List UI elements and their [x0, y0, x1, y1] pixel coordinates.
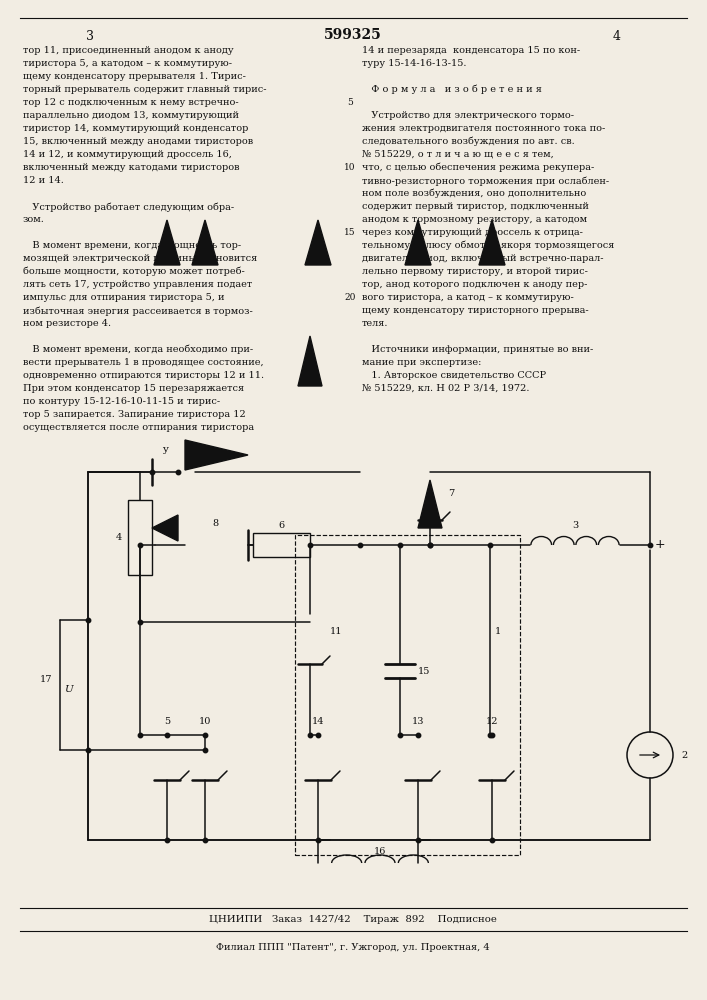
Text: избыточная энергия рассеивается в тормоз-: избыточная энергия рассеивается в тормоз…: [23, 306, 252, 316]
Text: Устройство для электрического тормо-: Устройство для электрического тормо-: [362, 111, 574, 120]
Text: что, с целью обеспечения режима рекупера-: что, с целью обеспечения режима рекупера…: [362, 163, 595, 172]
Text: 16: 16: [374, 846, 386, 856]
Text: больше мощности, которую может потреб-: больше мощности, которую может потреб-: [23, 267, 245, 276]
Text: двигателя, диод, включенный встречно-парал-: двигателя, диод, включенный встречно-пар…: [362, 254, 604, 263]
Text: через коммутирующий дроссель к отрица-: через коммутирующий дроссель к отрица-: [362, 228, 583, 237]
Text: анодом к тормозному резистору, а катодом: анодом к тормозному резистору, а катодом: [362, 215, 587, 224]
Text: 599325: 599325: [324, 28, 382, 42]
Text: мозящей электрической машины становится: мозящей электрической машины становится: [23, 254, 257, 263]
Text: 15, включенный между анодами тиристоров: 15, включенный между анодами тиристоров: [23, 137, 253, 146]
Text: 13: 13: [411, 716, 424, 726]
Text: щему конденсатору тиристорного прерыва-: щему конденсатору тиристорного прерыва-: [362, 306, 589, 315]
Text: 12 и 14.: 12 и 14.: [23, 176, 64, 185]
Text: 14: 14: [312, 716, 325, 726]
Text: туру 15-14-16-13-15.: туру 15-14-16-13-15.: [362, 59, 467, 68]
Text: зом.: зом.: [23, 215, 45, 224]
Text: 11: 11: [330, 628, 342, 637]
Polygon shape: [405, 220, 431, 265]
Text: 4: 4: [613, 30, 621, 43]
Text: 2: 2: [681, 750, 687, 760]
Text: Устройство работает следующим обра-: Устройство работает следующим обра-: [23, 202, 234, 212]
Text: тор 12 с подключенным к нему встречно-: тор 12 с подключенным к нему встречно-: [23, 98, 239, 107]
Bar: [295, 535, 520, 855]
Text: тиристора 5, а катодом – к коммутирую-: тиристора 5, а катодом – к коммутирую-: [23, 59, 232, 68]
Text: тиристор 14, коммутирующий конденсатор: тиристор 14, коммутирующий конденсатор: [23, 124, 248, 133]
Text: 8: 8: [212, 518, 218, 528]
Bar: [128, 500, 152, 575]
Text: 6: 6: [278, 520, 284, 530]
Text: № 515229, о т л и ч а ю щ е е с я тем,: № 515229, о т л и ч а ю щ е е с я тем,: [362, 150, 554, 159]
Text: 7: 7: [448, 489, 455, 498]
Polygon shape: [152, 515, 178, 541]
Text: лельно первому тиристору, и второй тирис-: лельно первому тиристору, и второй тирис…: [362, 267, 588, 276]
Text: одновременно отпираются тиристоры 12 и 11.: одновременно отпираются тиристоры 12 и 1…: [23, 371, 264, 380]
Polygon shape: [298, 336, 322, 386]
Text: теля.: теля.: [362, 319, 389, 328]
Text: 3: 3: [86, 30, 94, 43]
Text: щему конденсатору прерывателя 1. Тирис-: щему конденсатору прерывателя 1. Тирис-: [23, 72, 246, 81]
Text: импульс для отпирания тиристора 5, и: импульс для отпирания тиристора 5, и: [23, 293, 225, 302]
Text: 14 и 12, и коммутирующий дроссель 16,: 14 и 12, и коммутирующий дроссель 16,: [23, 150, 232, 159]
Text: ном поле возбуждения, оно дополнительно: ном поле возбуждения, оно дополнительно: [362, 189, 586, 198]
Text: 15: 15: [418, 666, 431, 676]
Polygon shape: [418, 480, 442, 528]
Text: Источники информации, принятые во вни-: Источники информации, принятые во вни-: [362, 345, 593, 354]
Text: ном резисторе 4.: ном резисторе 4.: [23, 319, 111, 328]
Text: жения электродвигателя постоянного тока по-: жения электродвигателя постоянного тока …: [362, 124, 605, 133]
Text: 5: 5: [347, 98, 353, 107]
Text: по контуру 15-12-16-10-11-15 и тирис-: по контуру 15-12-16-10-11-15 и тирис-: [23, 397, 220, 406]
Text: В момент времени, когда необходимо при-: В момент времени, когда необходимо при-: [23, 345, 253, 355]
Text: y: y: [162, 446, 168, 454]
Text: 17: 17: [40, 676, 52, 684]
Polygon shape: [192, 220, 218, 265]
Text: тор, анод которого подключен к аноду пер-: тор, анод которого подключен к аноду пер…: [362, 280, 588, 289]
Text: тор 11, присоединенный анодом к аноду: тор 11, присоединенный анодом к аноду: [23, 46, 233, 55]
Text: вого тиристора, а катод – к коммутирую-: вого тиристора, а катод – к коммутирую-: [362, 293, 574, 302]
Polygon shape: [479, 220, 505, 265]
Text: 12: 12: [486, 716, 498, 726]
Text: 10: 10: [199, 716, 211, 726]
Text: мание при экспертизе:: мание при экспертизе:: [362, 358, 481, 367]
Text: U: U: [64, 686, 73, 694]
Text: 14 и перезаряда  конденсатора 15 по кон-: 14 и перезаряда конденсатора 15 по кон-: [362, 46, 580, 55]
Bar: [253, 533, 310, 557]
Text: вести прерыватель 1 в проводящее состояние,: вести прерыватель 1 в проводящее состоян…: [23, 358, 264, 367]
Text: ЦНИИПИ   Заказ  1427/42    Тираж  892    Подписное: ЦНИИПИ Заказ 1427/42 Тираж 892 Подписное: [209, 914, 497, 924]
Text: лять сеть 17, устройство управления подает: лять сеть 17, устройство управления пода…: [23, 280, 252, 289]
Text: 20: 20: [344, 293, 356, 302]
Text: 1: 1: [495, 628, 501, 637]
Text: параллельно диодом 13, коммутирующий: параллельно диодом 13, коммутирующий: [23, 111, 239, 120]
Text: включенный между катодами тиристоров: включенный между катодами тиристоров: [23, 163, 240, 172]
Text: 3: 3: [572, 522, 578, 530]
Text: тивно-резисторного торможения при ослаблен-: тивно-резисторного торможения при ослабл…: [362, 176, 609, 186]
Text: 1. Авторское свидетельство СССР: 1. Авторское свидетельство СССР: [362, 371, 546, 380]
Text: 15: 15: [344, 228, 356, 237]
Text: 10: 10: [344, 163, 356, 172]
Text: № 515229, кл. Н 02 Р 3/14, 1972.: № 515229, кл. Н 02 Р 3/14, 1972.: [362, 384, 530, 393]
Text: содержит первый тиристор, подключенный: содержит первый тиристор, подключенный: [362, 202, 589, 211]
Polygon shape: [305, 220, 331, 265]
Text: следовательного возбуждения по авт. св.: следовательного возбуждения по авт. св.: [362, 137, 575, 146]
Text: Ф о р м у л а   и з о б р е т е н и я: Ф о р м у л а и з о б р е т е н и я: [362, 85, 542, 95]
Text: торный прерыватель содержит главный тирис-: торный прерыватель содержит главный тири…: [23, 85, 267, 94]
Text: При этом конденсатор 15 перезаряжается: При этом конденсатор 15 перезаряжается: [23, 384, 244, 393]
Text: тор 5 запирается. Запирание тиристора 12: тор 5 запирается. Запирание тиристора 12: [23, 410, 246, 419]
Text: В момент времени, когда мощность тор-: В момент времени, когда мощность тор-: [23, 241, 241, 250]
Text: осуществляется после отпирания тиристора: осуществляется после отпирания тиристора: [23, 423, 254, 432]
Text: +: +: [655, 538, 665, 552]
Text: 5: 5: [164, 716, 170, 726]
Text: 4: 4: [116, 532, 122, 542]
Polygon shape: [154, 220, 180, 265]
Polygon shape: [185, 440, 248, 470]
Text: Филиал ППП "Патент", г. Ужгород, ул. Проектная, 4: Филиал ППП "Патент", г. Ужгород, ул. Про…: [216, 942, 490, 952]
Text: тельному полюсу обмотки якоря тормозящегося: тельному полюсу обмотки якоря тормозящег…: [362, 241, 614, 250]
